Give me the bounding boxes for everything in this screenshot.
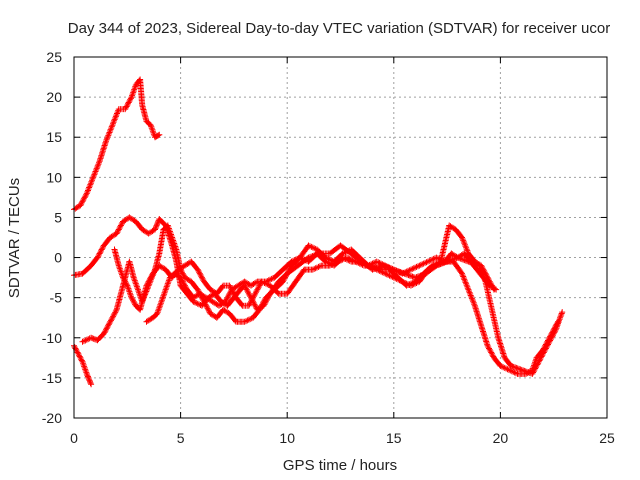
y-tick-label: 0: [54, 250, 62, 266]
y-tick-label: 10: [46, 169, 62, 185]
y-tick-label: -5: [50, 290, 63, 306]
x-tick-label: 20: [493, 430, 509, 446]
x-tick-label: 10: [279, 430, 295, 446]
y-tick-label: -15: [42, 370, 62, 386]
series-markers: [79, 222, 561, 377]
data-series: [71, 76, 566, 388]
x-tick-label: 0: [70, 430, 78, 446]
y-tick-label: 25: [46, 49, 62, 65]
y-axis-label: SDTVAR / TECUs: [6, 178, 23, 298]
chart-title: Day 344 of 2023, Sidereal Day-to-day VTE…: [68, 20, 610, 37]
grid: [74, 57, 607, 418]
plot-frame: [73, 56, 608, 419]
x-tick-label: 5: [177, 430, 185, 446]
x-tick-label: 15: [386, 430, 402, 446]
series-arc-4: [79, 222, 561, 377]
y-tick-label: 20: [46, 89, 62, 105]
y-tick-label: -20: [42, 410, 62, 426]
x-axis-label: GPS time / hours: [283, 457, 397, 474]
x-tick-label: 25: [599, 430, 615, 446]
series-arc-6: [143, 250, 500, 325]
y-tick-label: 15: [46, 129, 62, 145]
axis-ticks: 0 5 10 15 20 25 -20 -15 -10 -5 0 5 10 15 20 25: [42, 49, 615, 446]
series-markers: [143, 250, 500, 325]
y-tick-label: 5: [54, 209, 62, 225]
y-tick-label: -10: [42, 330, 62, 346]
